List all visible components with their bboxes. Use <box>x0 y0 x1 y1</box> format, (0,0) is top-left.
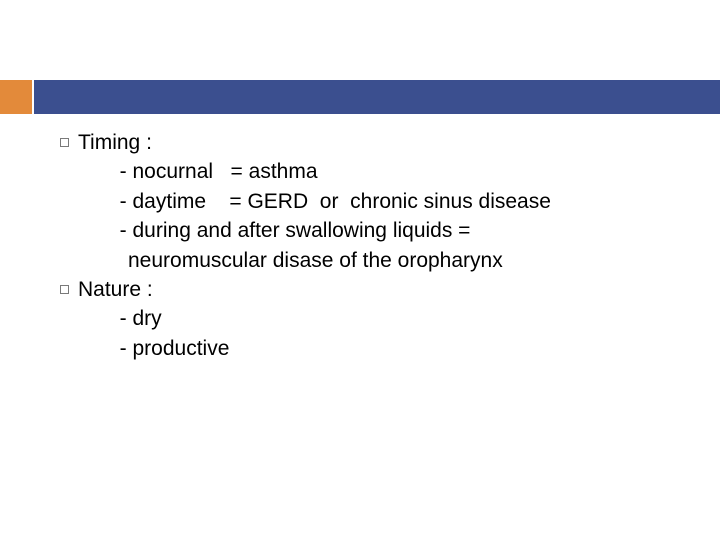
list-item: Nature : <box>50 275 680 304</box>
list-subitem: - daytime = GERD or chronic sinus diseas… <box>50 187 680 216</box>
header-band <box>0 80 720 114</box>
list-subitem: - dry <box>50 304 680 333</box>
list-subitem: - productive <box>50 334 680 363</box>
list-item: Timing : <box>50 128 680 157</box>
slide: Timing : - nocurnal = asthma - daytime =… <box>0 0 720 540</box>
list-item-text: Timing : <box>78 128 680 157</box>
list-subitem: - nocurnal = asthma <box>50 157 680 186</box>
slide-content: Timing : - nocurnal = asthma - daytime =… <box>50 128 680 363</box>
bullet-icon <box>50 275 78 294</box>
bullet-icon <box>50 128 78 147</box>
list-subitem-continuation: neuromuscular disase of the oropharynx <box>50 246 680 275</box>
accent-band-blue <box>34 80 720 114</box>
list-subitem: - during and after swallowing liquids = <box>50 216 680 245</box>
accent-block-orange <box>0 80 32 114</box>
list-item-text: Nature : <box>78 275 680 304</box>
